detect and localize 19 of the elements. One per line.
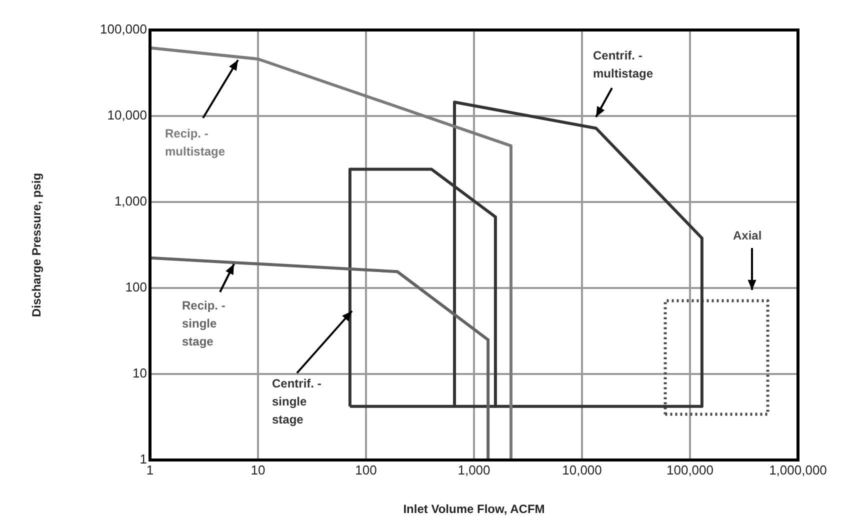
y-tick-label: 100,000 [100,22,147,37]
x-tick-label: 1,000 [458,462,490,478]
y-tick-label: 1 [140,452,147,467]
x-tick-label: 10 [250,462,266,478]
text: Axial [733,228,762,242]
text: Centrif. - single stage [272,376,322,426]
y-tick-label: 10 [132,366,147,381]
x-tick-label: 10,000 [562,462,602,478]
x-tick-label: 1,000,000 [769,462,827,478]
text: Recip. - multistage [165,126,226,158]
y-tick-label: 10,000 [107,108,147,123]
x-axis-title: Inlet Volume Flow, ACFM [403,502,545,516]
text: Centrif. - multistage [593,48,654,80]
y-tick-label: 100 [125,280,147,295]
text: Recip. - single stage [182,298,226,348]
x-tick-label: 100 [355,462,377,478]
y-axis-title: Discharge Pressure, psig [30,172,44,318]
y-tick-label: 1,000 [114,194,147,209]
x-tick-label: 100,000 [666,462,714,478]
